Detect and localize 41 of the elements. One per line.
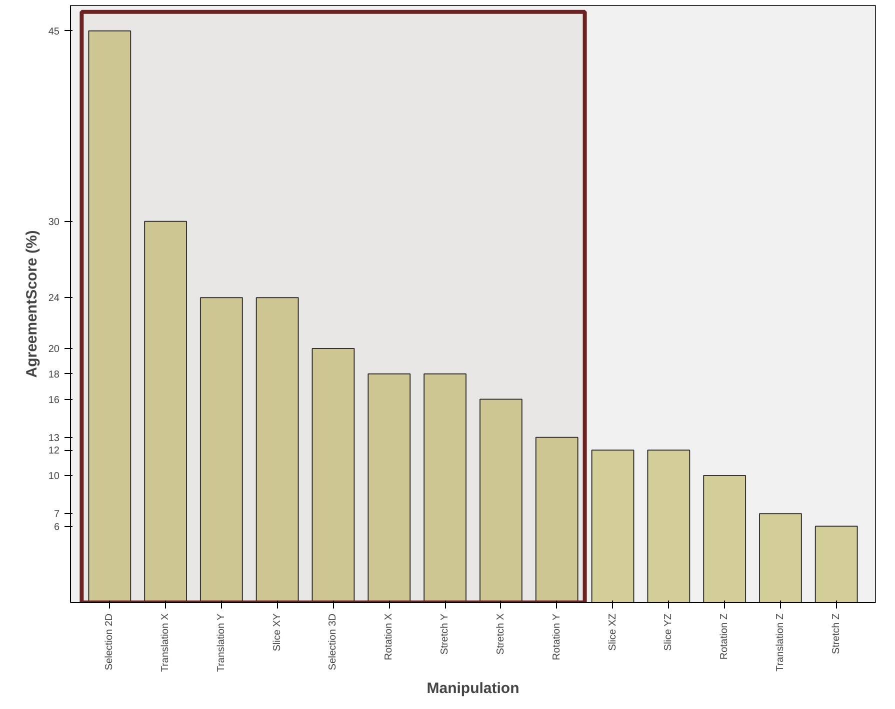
x-tick-label: Rotation Y [551, 613, 562, 660]
x-tick-label: Rotation X [384, 613, 395, 660]
y-tick-label: 45 [48, 26, 60, 38]
y-tick-label: 30 [48, 216, 60, 228]
bar [591, 450, 634, 602]
bar [312, 348, 355, 602]
y-tick-label: 13 [48, 432, 60, 444]
x-tick-label: Rotation Z [719, 613, 730, 660]
x-tick-label: Selection 3D [328, 613, 339, 670]
x-tick-label: Translation X [160, 613, 172, 672]
y-tick-label: 6 [54, 522, 60, 533]
x-tick-label: Slice XY [272, 613, 283, 652]
bar [424, 373, 467, 602]
bar [368, 373, 411, 602]
y-axis-title: AgreementScore (%) [23, 230, 40, 378]
y-tick-label: 20 [48, 344, 60, 355]
y-tick-label: 18 [48, 369, 60, 380]
x-tick-label: Translation Y [216, 613, 227, 672]
bar [647, 450, 690, 602]
x-tick-label: Translation Z [774, 614, 786, 672]
x-tick-label: Stretch X [495, 613, 506, 655]
bar [479, 398, 522, 602]
y-tick-label: 12 [48, 446, 60, 457]
bar [200, 297, 243, 602]
bar [535, 436, 578, 602]
bar [88, 30, 132, 602]
bar [144, 220, 187, 602]
bar [759, 513, 802, 602]
x-tick-label: Selection 2D [104, 613, 116, 670]
x-tick-label: Slice XZ [607, 613, 618, 651]
x-tick-label: Slice YZ [663, 614, 674, 651]
bar [814, 526, 858, 602]
bar [703, 474, 746, 602]
y-tick-label: 16 [48, 394, 60, 406]
x-tick-label: Stretch Z [830, 613, 842, 654]
y-tick-label: 7 [54, 509, 60, 520]
y-tick-label: 24 [48, 293, 60, 304]
x-tick-label: Stretch Y [440, 613, 451, 655]
x-axis-title: Manipulation [426, 680, 520, 698]
y-tick-label: 10 [48, 470, 60, 482]
bar [256, 297, 299, 602]
